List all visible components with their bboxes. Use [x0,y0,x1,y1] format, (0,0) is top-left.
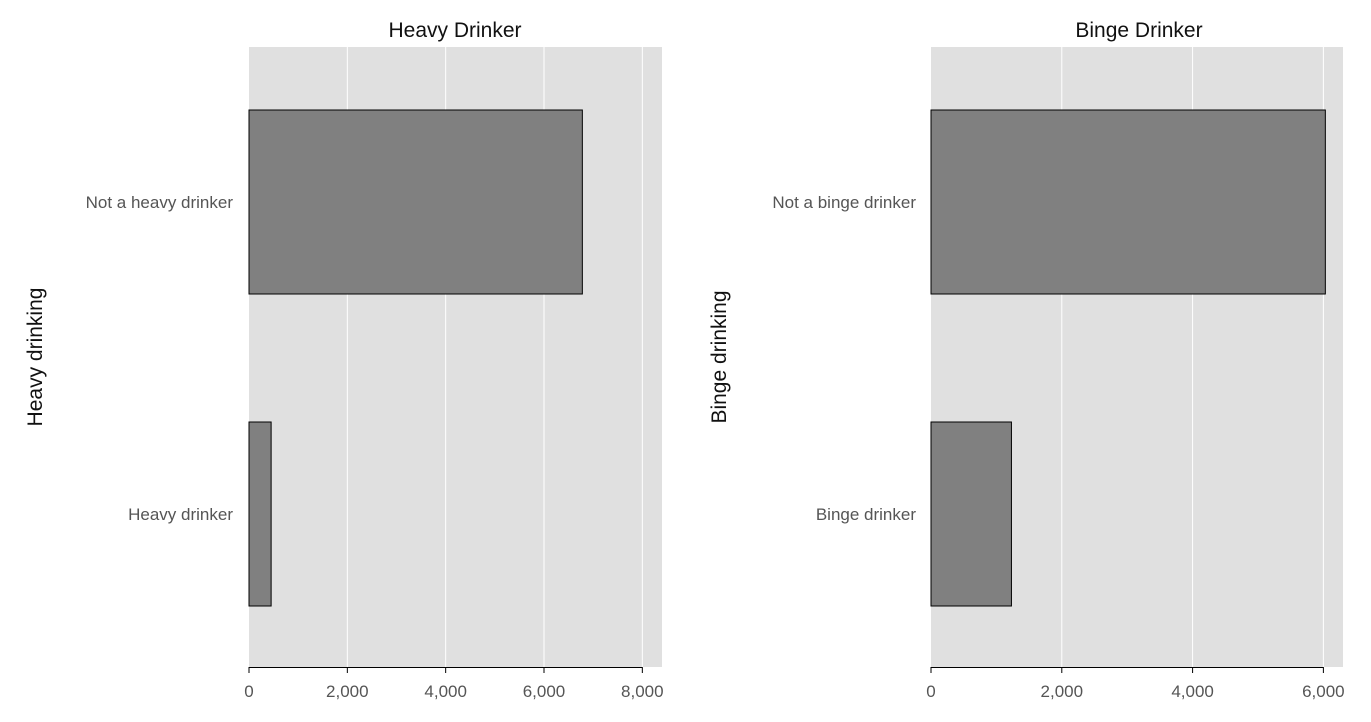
bar [930,109,1326,295]
chart-title: Binge Drinker [1075,19,1202,42]
y-tick-label: Not a heavy drinker [86,193,234,212]
x-tick-label: 4,000 [1171,682,1214,701]
y-axis-title: Heavy drinking [24,288,47,427]
x-tick-label: 6,000 [1302,682,1345,701]
x-tick-label: 8,000 [621,682,664,701]
chart-title: Heavy Drinker [388,19,521,42]
bar [248,421,272,607]
x-tick-label: 2,000 [326,682,369,701]
x-tick-label: 2,000 [1041,682,1084,701]
y-tick-label: Heavy drinker [128,505,233,524]
y-axis-title: Binge drinking [708,290,731,423]
x-tick-label: 4,000 [424,682,467,701]
chart-panel-1: Not a heavy drinker Heavy drinker 0 2,000 4,… [24,19,664,701]
y-tick-label: Binge drinker [816,505,917,524]
x-tick-label: 6,000 [523,682,566,701]
bar [930,421,1012,607]
bar [248,109,583,295]
x-tick-label: 0 [926,682,935,701]
x-tick-label: 0 [244,682,253,701]
y-tick-label: Not a binge drinker [772,193,916,212]
chart-panel-2: Not a binge drinker Binge drinker 0 2,000 4,… [708,19,1345,701]
